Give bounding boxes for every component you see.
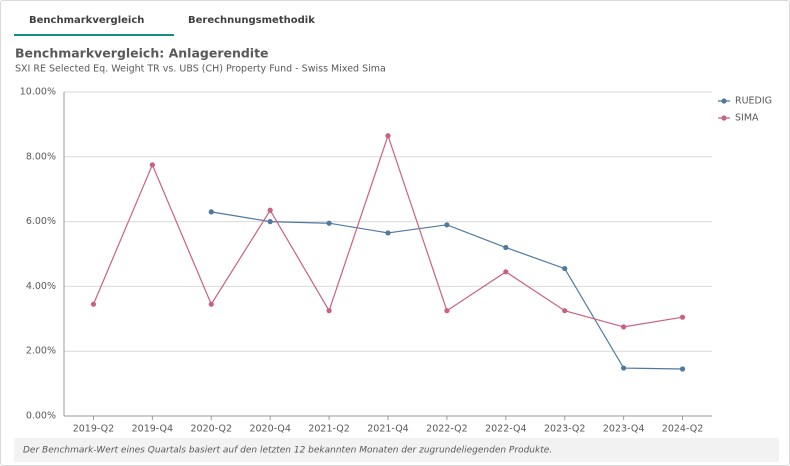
legend-label: RUEDIG [735, 96, 772, 107]
data-point [444, 222, 450, 228]
data-point [621, 365, 627, 371]
data-point [385, 133, 391, 139]
x-tick-label: 2022-Q2 [426, 424, 467, 435]
data-point [503, 244, 509, 251]
data-point [621, 324, 627, 330]
legend-dot [721, 115, 727, 121]
series-line [211, 211, 683, 370]
data-point [385, 230, 391, 236]
data-point [326, 220, 332, 226]
legend-label: SIMA [735, 113, 759, 124]
footnote-bg [14, 438, 779, 462]
tab[interactable]: Benchmarkvergleich [29, 15, 144, 26]
y-tick-label: 10.00% [20, 87, 56, 98]
data-point [562, 308, 568, 314]
x-tick-label: 2024-Q2 [662, 424, 703, 435]
data-point [503, 269, 509, 275]
chart-subtitle: SXI RE Selected Eq. Weight TR vs. UBS (C… [15, 64, 386, 75]
tab[interactable]: Berechnungsmethodik [188, 15, 315, 26]
data-point [208, 301, 214, 307]
tab-indicator [14, 34, 174, 36]
x-tick-label: 2020-Q4 [249, 424, 290, 435]
x-tick-label: 2023-Q2 [544, 424, 585, 435]
y-tick-label: 2.00% [26, 346, 56, 357]
data-point [267, 219, 273, 225]
x-tick-label: 2019-Q2 [73, 424, 114, 435]
legend-dot [721, 98, 727, 104]
x-tick-label: 2019-Q4 [132, 424, 173, 435]
data-point [326, 308, 332, 314]
x-tick-label: 2021-Q4 [367, 424, 408, 435]
x-tick-label: 2022-Q4 [485, 424, 526, 435]
footnote: Der Benchmark-Wert eines Quartals basier… [23, 446, 552, 456]
y-tick-label: 6.00% [26, 216, 56, 227]
data-point [90, 301, 97, 307]
y-tick-label: 0.00% [26, 411, 56, 422]
data-point [149, 162, 155, 168]
x-tick-label: 2020-Q2 [191, 424, 232, 435]
data-point [208, 209, 214, 215]
y-tick-label: 4.00% [26, 281, 56, 292]
data-point [562, 265, 568, 272]
data-point [679, 314, 686, 320]
chart-title: Benchmarkvergleich: Anlagerendite [15, 46, 269, 61]
data-point [679, 366, 686, 372]
data-point [267, 207, 273, 213]
data-point [444, 308, 450, 314]
x-tick-label: 2021-Q2 [308, 424, 349, 435]
x-tick-label: 2023-Q4 [603, 424, 644, 435]
y-tick-label: 8.00% [26, 151, 56, 162]
